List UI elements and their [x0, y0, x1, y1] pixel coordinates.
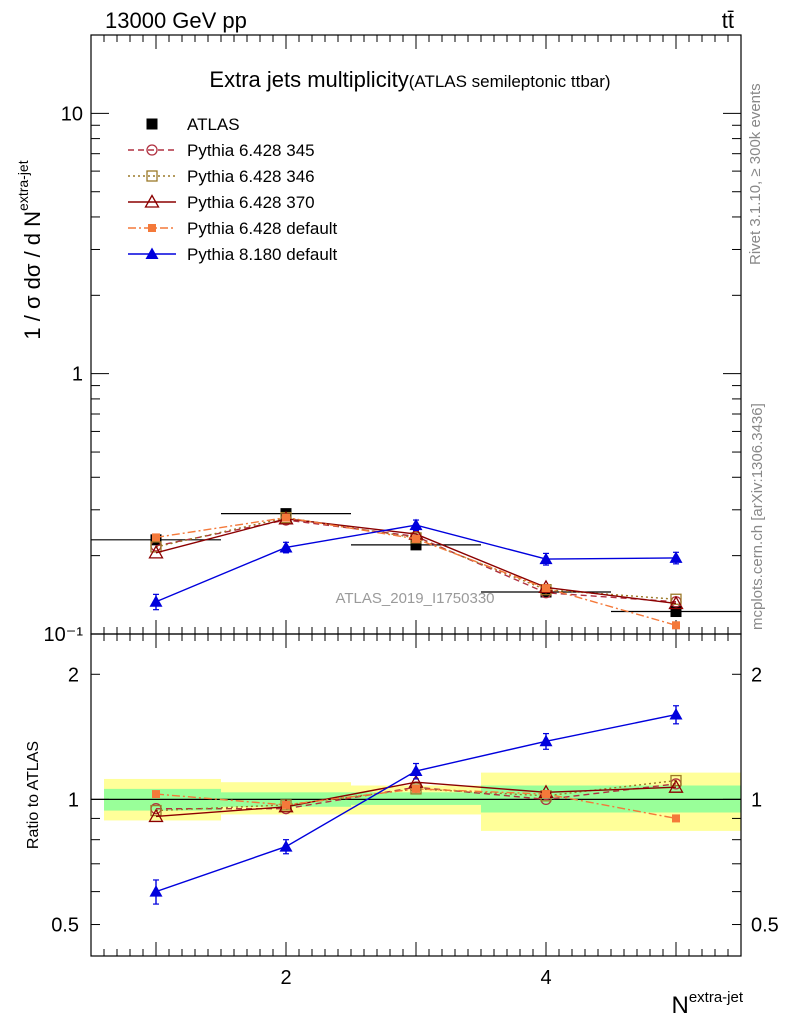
main-point-pythia-8-180-default-1 [149, 595, 163, 607]
ratio-point-pythia-6-428-370-5 [668, 779, 684, 793]
main-line-pythia-6-428-370 [155, 518, 677, 605]
main-point-atlas-5 [670, 606, 682, 618]
main-point-pythia-6-428-370-1 [148, 545, 164, 559]
rivet-label: Rivet 3.1.10, ≥ 300k events [747, 83, 764, 265]
xaxis-label: Nextra-jet [671, 989, 743, 1019]
ratio-ylabel: Ratio to ATLAS [25, 741, 42, 849]
analysis-id: ATLAS_2019_I1750330 [335, 590, 494, 607]
ratio-point-pythia-6-428-default-5 [672, 814, 680, 823]
ratio-point-pythia-8-180-default-5 [669, 708, 683, 720]
ratio-point-pythia-6-428-default-4 [542, 790, 550, 799]
ratio-ticks: 2 4 0.5 0.5 1 1 2 2 [51, 634, 779, 989]
legend-marker [145, 247, 159, 259]
main-ylabel-sup: extra-jet [15, 160, 31, 211]
main-panel: 10⁻¹ 1 10 [44, 34, 742, 646]
main-point-atlas-3 [410, 539, 422, 551]
main-point-pythia-6-428-346-5 [670, 593, 682, 605]
legend-label: Pythia 6.428 346 [187, 167, 315, 186]
main-point-pythia-8-180-default-3 [409, 518, 423, 531]
legend-marker [144, 194, 160, 208]
legend-marker [146, 118, 158, 130]
legend: ATLAS Pythia 6.428 345 Pythia 6.428 346 Pyt… [128, 115, 338, 264]
plot-title: Extra jets multiplicity(ATLAS semilepton… [209, 67, 610, 92]
y-tick-label-left: 2 [68, 664, 79, 686]
main-ylabel-group: 1 / σ dσ / d Nextra-jet [15, 160, 45, 339]
legend-label: ATLAS [187, 115, 240, 134]
ratio-line-pythia-6-428-370 [155, 781, 677, 818]
main-ylabel: 1 / σ dσ / d Nextra-jet [15, 160, 45, 339]
ratio-point-pythia-6-428-default-1 [152, 790, 160, 799]
main-ticks: 10⁻¹ 1 10 [44, 34, 742, 646]
main-point-pythia-6-428-default-4 [542, 584, 550, 593]
y-tick-label-right: 1 [751, 789, 762, 811]
ratio-point-pythia-6-428-default-3 [412, 784, 420, 793]
ratio-point-pythia-8-180-default-2 [279, 840, 293, 852]
y-tick-label: 1 [72, 364, 83, 386]
main-point-pythia-8-180-default-4 [539, 552, 553, 565]
mcplots-label: mcplots.cern.ch [arXiv:1306.3436] [749, 403, 766, 630]
main-point-pythia-6-428-346-1 [150, 541, 162, 553]
main-series-pythia-8-180-default [149, 518, 683, 611]
main-point-pythia-6-428-default-3 [412, 534, 420, 543]
main-point-pythia-6-428-default-5 [672, 621, 680, 630]
legend-item-pythia-6-428-345: Pythia 6.428 345 [128, 141, 315, 160]
process-label: tt̄ [722, 8, 734, 33]
ratio-point-pythia-6-428-346-5 [670, 774, 682, 787]
ratio-point-pythia-6-428-default-2 [282, 800, 290, 809]
x-tick-label: 2 [280, 967, 291, 989]
y-tick-label-left: 0.5 [51, 915, 79, 937]
main-point-pythia-8-180-default-2 [279, 540, 293, 553]
ratio-point-pythia-6-428-370-1 [148, 808, 164, 823]
main-point-pythia-6-428-370-5 [668, 595, 684, 610]
ratio-series-pythia-8-180-default [149, 705, 683, 905]
ratio-panel: 2 4 0.5 0.5 1 1 2 2 [51, 633, 779, 989]
ratio-point-pythia-8-180-default-4 [539, 734, 553, 747]
y-tick-label-right: 0.5 [751, 915, 779, 937]
stat-band-3 [351, 792, 481, 805]
legend-marker [146, 170, 158, 182]
y-tick-label: 10⁻¹ [44, 624, 84, 646]
y-tick-label: 10 [61, 103, 83, 125]
energy-label: 13000 GeV pp [105, 8, 247, 33]
y-tick-label-right: 2 [751, 664, 762, 686]
legend-marker [148, 224, 156, 232]
main-point-pythia-6-428-default-1 [152, 533, 160, 542]
legend-item-atlas: ATLAS [146, 115, 240, 134]
ratio-bands [91, 772, 741, 831]
legend-item-pythia-8-180-default: Pythia 8.180 default [128, 245, 338, 264]
legend-item-pythia-6-428-346: Pythia 6.428 346 [128, 167, 315, 186]
main-point-pythia-6-428-default-2 [282, 513, 290, 522]
legend-label: Pythia 6.428 default [187, 219, 338, 238]
ratio-point-pythia-8-180-default-1 [149, 885, 163, 897]
y-tick-label-left: 1 [68, 789, 79, 811]
legend-marker [146, 144, 158, 156]
legend-item-pythia-6-428-default: Pythia 6.428 default [128, 219, 338, 238]
ratio-series-pythia-6-428-default [152, 784, 680, 823]
legend-label: Pythia 6.428 345 [187, 141, 315, 160]
ratio-point-pythia-6-428-346-1 [150, 804, 162, 817]
main-series-pythia-6-428-default [152, 513, 680, 630]
main-point-pythia-8-180-default-5 [669, 551, 683, 563]
x-tick-label: 4 [540, 967, 551, 989]
legend-label: Pythia 6.428 370 [187, 193, 315, 212]
ratio-point-pythia-8-180-default-3 [409, 764, 423, 777]
legend-item-pythia-6-428-370: Pythia 6.428 370 [128, 193, 315, 212]
legend-label: Pythia 8.180 default [187, 245, 338, 264]
